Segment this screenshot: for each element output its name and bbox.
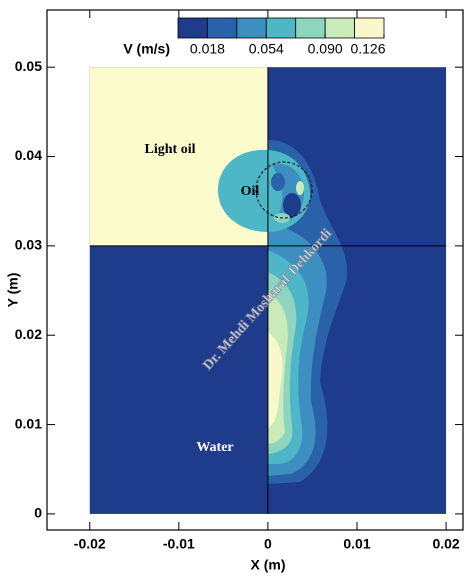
colorbar-cell (295, 17, 326, 39)
y-tick-label: 0 (34, 505, 42, 521)
region-label: Light oil (145, 142, 196, 157)
contour-band (283, 193, 301, 217)
region-label: Water (196, 440, 233, 455)
y-tick-label: 0.02 (15, 326, 42, 342)
colorbar-cell (265, 17, 297, 39)
y-tick-label: 0.04 (15, 147, 42, 163)
colorbar-cell (324, 17, 355, 39)
contour-band (268, 332, 283, 428)
y-tick-label: 0.01 (15, 415, 42, 431)
contour-band (271, 173, 285, 191)
colorbar-tick-label: 0.054 (249, 41, 284, 57)
x-tick-label: -0.02 (74, 536, 106, 552)
colorbar-tick-label: 0.018 (190, 41, 225, 57)
x-tick-label: 0.02 (432, 536, 459, 552)
x-tick-label: -0.01 (163, 536, 195, 552)
y-tick-label: 0.05 (15, 58, 42, 74)
colorbar-tick-label: 0.126 (350, 41, 385, 57)
y-axis-label: Y (m) (5, 273, 21, 308)
colorbar-label: V (m/s) (123, 41, 170, 57)
plot-frame (46, 9, 464, 531)
colorbar-cell (177, 17, 208, 39)
colorbar-cell (236, 17, 267, 39)
x-axis-label: X (m) (251, 557, 286, 573)
colorbar-cell (207, 17, 238, 39)
y-tick-label: 0.03 (15, 237, 42, 253)
contour-band (296, 181, 304, 195)
x-tick-label: 0 (264, 536, 272, 552)
colorbar-tick-label: 0.090 (308, 41, 343, 57)
region-label: Oil (241, 184, 260, 199)
colorbar-cell (354, 17, 385, 39)
interface-circle (255, 161, 313, 219)
x-tick-label: 0.01 (343, 536, 370, 552)
